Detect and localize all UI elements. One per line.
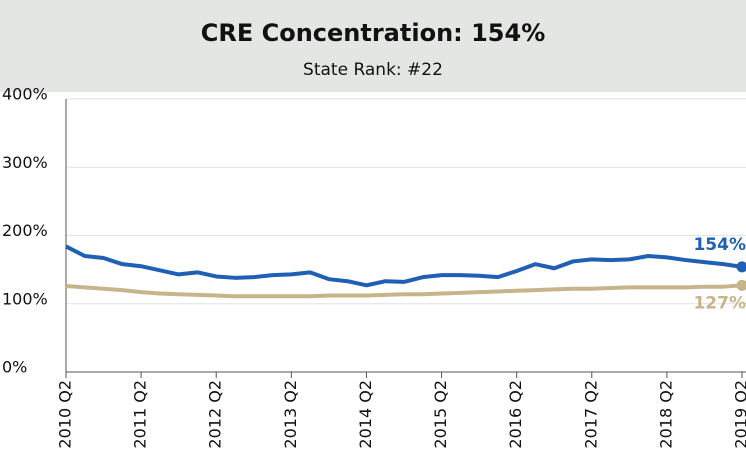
x-tick-label: 2018 Q2 — [656, 380, 675, 449]
end-label: 127% — [693, 293, 746, 313]
x-tick-label: 2017 Q2 — [581, 380, 600, 449]
x-tick-label: 2013 Q2 — [281, 380, 300, 449]
x-tick-label: 2015 Q2 — [431, 380, 450, 449]
y-tick-label: 100% — [2, 289, 48, 308]
y-tick-label: 300% — [2, 153, 48, 172]
x-tick-label: 2019 Q2 — [732, 380, 746, 449]
end-point — [737, 261, 746, 272]
end-point — [737, 280, 746, 291]
chart-title: CRE Concentration: 154% — [201, 19, 546, 47]
x-tick-label: 2010 Q2 — [56, 380, 75, 449]
x-tick-label: 2016 Q2 — [506, 380, 525, 449]
x-tick-label: 2014 Q2 — [356, 380, 375, 449]
series-line — [66, 285, 742, 296]
end-label: 154% — [693, 235, 746, 255]
y-tick-label: 400% — [2, 85, 48, 104]
chart-subtitle: State Rank: #22 — [303, 60, 443, 80]
y-tick-label: 0% — [2, 358, 27, 377]
series-line — [66, 246, 742, 285]
y-tick-label: 200% — [2, 221, 48, 240]
x-tick-label: 2011 Q2 — [131, 380, 150, 449]
x-tick-label: 2012 Q2 — [206, 380, 225, 449]
